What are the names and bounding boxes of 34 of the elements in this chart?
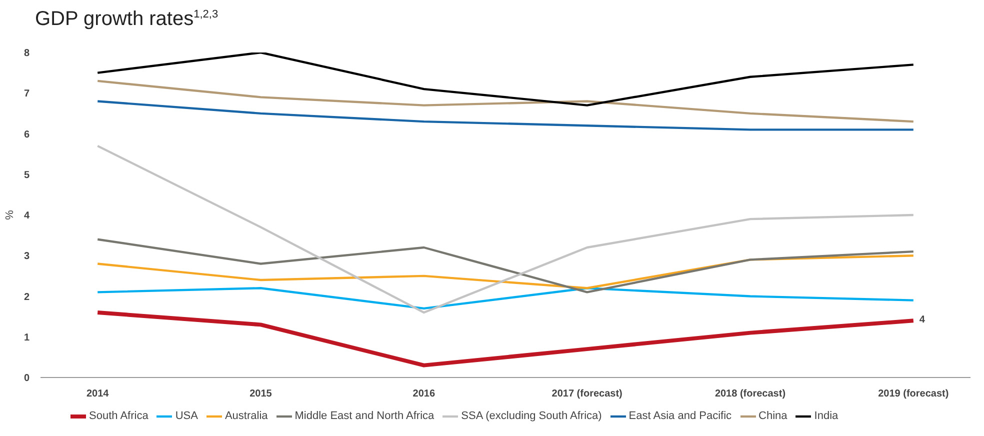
y-tick-label: 2 <box>24 292 30 303</box>
x-tick-label: 2015 <box>250 388 272 400</box>
y-tick-label: 0 <box>24 373 30 384</box>
y-tick-label: 6 <box>24 129 30 140</box>
legend-label: China <box>758 410 788 422</box>
line-series <box>96 310 916 368</box>
y-tick-label: 3 <box>24 251 30 262</box>
y-tick-label: 7 <box>24 88 30 100</box>
legend-label: Middle East and North Africa <box>294 410 434 422</box>
chart-title: GDP growth rates$^{1,2,3}$ <box>35 7 218 32</box>
legend-label: East Asia and Pacific <box>628 410 732 422</box>
line-series <box>96 254 914 290</box>
y-axis-title: % <box>4 210 16 220</box>
legend-label: Australia <box>224 410 268 422</box>
line-series <box>96 80 914 123</box>
y-tick-label: 4 <box>24 210 30 222</box>
line-series <box>96 287 914 310</box>
x-tick-label: 2016 <box>412 388 436 400</box>
x-tick-label: 2017 (forecast) <box>552 388 622 400</box>
y-tick-label: 5 <box>24 170 30 181</box>
legend-label: SSA (excluding South Africa) <box>461 410 602 422</box>
y-tick-label: 8 <box>24 48 30 59</box>
annotation: 4 <box>919 314 926 326</box>
line-series <box>96 100 914 131</box>
x-tick-label: 2014 <box>86 388 110 400</box>
legend-label: India <box>814 410 838 422</box>
x-tick-label: 2019 (forecast) <box>878 388 949 400</box>
y-tick-label: 1 <box>24 332 30 344</box>
legend-label: South Africa <box>89 410 148 422</box>
line-series <box>96 144 914 314</box>
legend-label: USA <box>175 410 198 422</box>
line-series <box>96 52 914 106</box>
x-tick-label: 2018 (forecast) <box>714 388 786 400</box>
line-series <box>96 238 914 294</box>
